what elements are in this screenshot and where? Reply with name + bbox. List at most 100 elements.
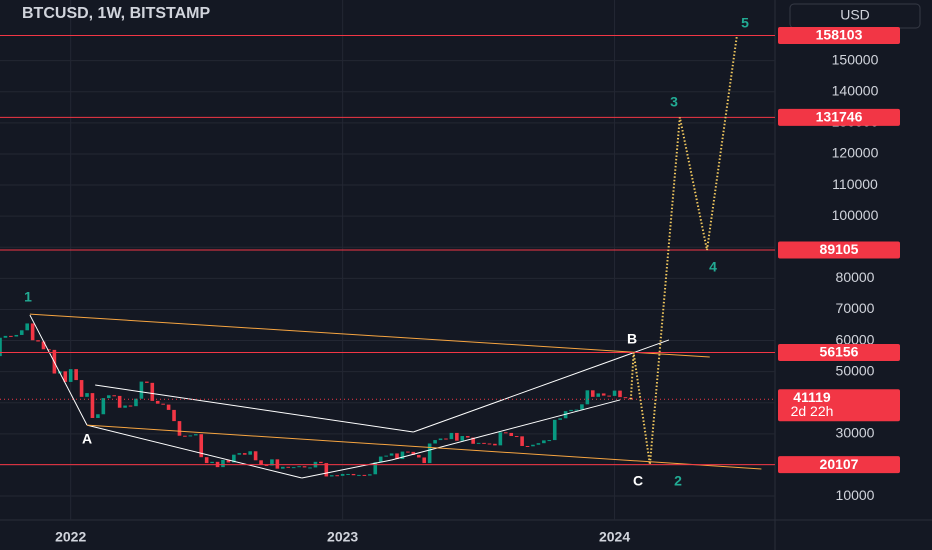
candle-body xyxy=(96,414,100,418)
candle-body xyxy=(177,421,182,436)
y-tick-label: 10000 xyxy=(836,487,875,503)
candle-body xyxy=(591,390,595,397)
candle-body xyxy=(514,436,519,438)
candle-body xyxy=(63,371,68,382)
candle-body xyxy=(493,443,497,446)
wave-label: C xyxy=(633,473,643,489)
candle-body xyxy=(128,405,133,407)
y-tick-label: 50000 xyxy=(836,362,875,378)
candle-body xyxy=(552,419,557,441)
wave-label: A xyxy=(82,431,92,447)
candle-body xyxy=(416,455,421,458)
candle-body xyxy=(183,435,187,437)
wave-label: 3 xyxy=(670,94,678,110)
candle-body xyxy=(444,438,448,440)
y-tick-label: 80000 xyxy=(836,269,875,285)
candle-body xyxy=(384,455,388,457)
candle-body xyxy=(585,390,590,405)
candle-body xyxy=(324,463,329,477)
countdown-label: 2d 22h xyxy=(791,403,834,419)
candle-body xyxy=(19,330,24,335)
candle-body xyxy=(503,432,508,434)
last-price-tag xyxy=(778,389,900,422)
candle-body xyxy=(329,475,334,477)
candle-body xyxy=(286,466,291,468)
candle-body xyxy=(574,409,579,411)
candle-body xyxy=(612,390,617,396)
overlay xyxy=(0,34,775,479)
candle-body xyxy=(460,436,465,441)
candle-body xyxy=(291,467,296,469)
chart-title: BTCUSD, 1W, BITSTAMP xyxy=(22,5,210,22)
candle-body xyxy=(166,404,171,410)
candle-body xyxy=(193,434,198,436)
candle-body xyxy=(368,474,372,476)
candle-body xyxy=(221,459,225,468)
candle-body xyxy=(580,404,584,410)
x-tick-label: 2024 xyxy=(599,529,630,545)
candle-body xyxy=(400,451,405,460)
candle-body xyxy=(117,395,122,408)
currency-label[interactable]: USD xyxy=(840,7,870,23)
candle-body xyxy=(308,467,312,469)
candle-body xyxy=(79,380,84,397)
price-tag-label: 89105 xyxy=(820,241,859,257)
candle-body xyxy=(123,405,127,408)
price-tag-label: 131746 xyxy=(816,109,863,125)
candle-body xyxy=(373,462,378,475)
candle-body xyxy=(253,451,258,461)
candle-body xyxy=(264,464,269,466)
candle-body xyxy=(378,456,383,463)
candle-body xyxy=(275,459,280,469)
candle-body xyxy=(607,395,611,397)
candle-body xyxy=(340,473,345,476)
candle-body xyxy=(3,335,8,338)
candle-body xyxy=(226,459,231,463)
candle-body xyxy=(47,349,51,351)
y-tick-label: 70000 xyxy=(836,300,875,316)
candle-body xyxy=(520,436,524,446)
price-tag-label: 158103 xyxy=(816,27,863,43)
y-tick-label: 30000 xyxy=(836,425,875,441)
candle-body xyxy=(427,443,432,464)
candle-body xyxy=(335,475,339,477)
trend-line xyxy=(95,384,414,433)
wave-label: 2 xyxy=(674,473,682,489)
candle-body xyxy=(106,395,111,399)
candle-body xyxy=(101,398,106,415)
candle-body xyxy=(449,432,454,440)
candle-body xyxy=(542,440,546,444)
candle-body xyxy=(596,393,601,397)
candle-body xyxy=(302,466,307,468)
trend-line xyxy=(86,424,762,470)
y-tick-label: 120000 xyxy=(832,145,879,161)
candle-body xyxy=(525,445,530,447)
candle-body xyxy=(433,440,437,444)
candle-body xyxy=(319,461,323,464)
candle-body xyxy=(406,451,410,453)
candle-body xyxy=(362,474,367,476)
candle-body xyxy=(346,473,350,475)
x-tick-label: 2022 xyxy=(55,529,86,545)
candle-body xyxy=(476,442,481,444)
candle-body xyxy=(112,395,117,397)
candle-body xyxy=(281,466,285,469)
candle-body xyxy=(155,400,160,404)
candle-body xyxy=(145,381,149,383)
price-tag xyxy=(778,108,900,126)
candle-body xyxy=(389,453,394,456)
candle-body xyxy=(623,397,628,399)
candle-body xyxy=(188,435,193,437)
candle-body xyxy=(0,337,2,357)
wave-label: B xyxy=(627,331,637,347)
price-tag xyxy=(778,26,900,44)
price-tag xyxy=(778,241,900,259)
candle-body xyxy=(422,457,427,464)
candle-body xyxy=(297,466,301,468)
y-tick-label: 140000 xyxy=(832,82,879,98)
wave-label: 4 xyxy=(709,259,717,275)
x-tick-label: 2023 xyxy=(327,529,358,545)
candle-body xyxy=(161,403,165,405)
